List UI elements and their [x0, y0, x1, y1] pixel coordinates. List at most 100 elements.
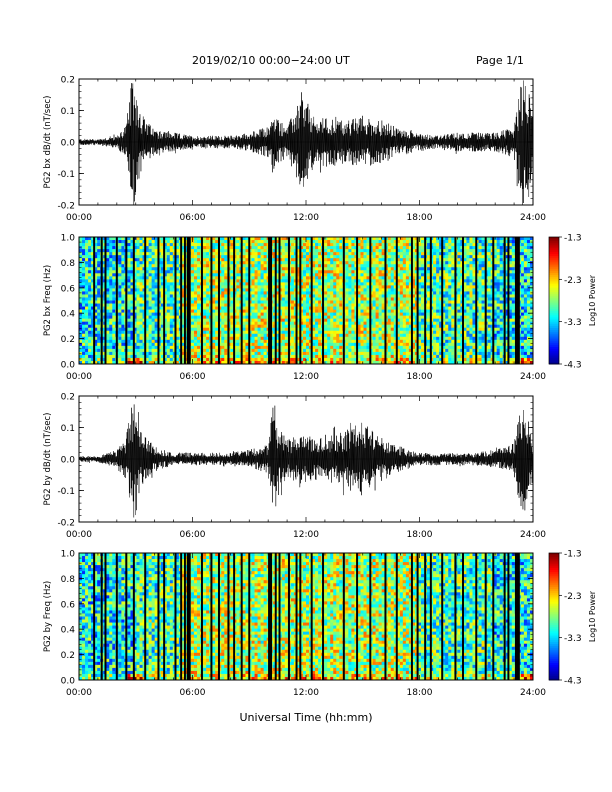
spectrogram-cell [302, 324, 307, 329]
spectrogram-cell [148, 264, 153, 268]
spectrogram-cell [360, 273, 364, 277]
spectrogram-cell [230, 252, 234, 256]
spectrogram-cell [206, 285, 210, 289]
spectrogram-cell [260, 255, 265, 259]
spectrogram-cell [390, 351, 395, 356]
spectrogram-cell [254, 360, 258, 365]
spectrogram-cell [166, 300, 171, 304]
spectrogram-cell [390, 327, 395, 332]
spectrogram-cell [399, 258, 404, 262]
spectrogram-cell [290, 279, 295, 283]
spectrogram-cell [387, 267, 392, 271]
spectrogram-cell [245, 357, 249, 362]
spectrogram-cell [327, 333, 331, 338]
spectrogram-cell [175, 321, 180, 326]
spectrogram-cell [372, 294, 377, 298]
spectrogram-cell [257, 300, 261, 304]
spectrogram-cell [284, 267, 289, 271]
spectrogram-cell [82, 309, 86, 313]
spectrogram-cell [339, 261, 343, 265]
spectrogram-cell [411, 252, 416, 256]
spectrogram-cell [109, 327, 113, 332]
spectrogram-cell [163, 252, 168, 256]
spectrogram-cell [393, 270, 398, 274]
spectrogram-cell [263, 240, 268, 244]
spectrogram-cell [290, 249, 295, 253]
spectrogram-cell [257, 327, 261, 332]
spectrogram-cell [381, 246, 386, 250]
spectrogram-cell [348, 321, 352, 326]
spectrogram-cell [160, 312, 165, 317]
spectrogram-cell [221, 345, 225, 350]
spectrogram-cell [112, 276, 116, 280]
spectrogram-cell [88, 357, 92, 362]
spectrogram-cell [154, 327, 159, 332]
spectrogram-cell [299, 255, 304, 259]
spectrogram-cell [148, 315, 153, 320]
spectrogram-cell [148, 288, 153, 292]
spectrogram-cell [272, 309, 277, 313]
spectrogram-cell [375, 324, 380, 329]
spectrogram-cell [242, 285, 246, 289]
spectrogram-cell [145, 288, 150, 292]
spectrogram-cell [91, 276, 95, 280]
spectrogram-cell [284, 252, 289, 256]
spectrogram-cell [163, 324, 168, 329]
spectrogram-cell [97, 324, 101, 329]
spectrogram-cell [302, 342, 307, 347]
spectrogram-cell [221, 288, 225, 292]
spectrogram-cell [230, 321, 234, 326]
spectrogram-cell [82, 240, 86, 244]
spectrogram-cell [242, 303, 246, 307]
spectrogram-cell [378, 339, 383, 344]
spectrogram-cell [290, 258, 295, 262]
spectrogram-cell [203, 258, 207, 262]
spectrogram-cell [130, 297, 134, 301]
spectrogram-cell [163, 342, 168, 347]
spectrogram-cell [375, 315, 380, 320]
spectrogram-cell [175, 285, 180, 289]
spectrogram-cell [399, 264, 404, 268]
spectrogram-cell [336, 273, 340, 277]
spectrogram-cell [375, 246, 380, 250]
spectrogram-cell [221, 315, 225, 320]
panel-1-series [78, 80, 534, 206]
spectrogram-cell [221, 279, 225, 283]
spectrogram-cell [387, 321, 392, 326]
spectrogram-cell [160, 246, 165, 250]
spectrogram-cell [381, 261, 386, 265]
spectrogram-cell [327, 348, 331, 353]
spectrogram-cell [396, 255, 401, 259]
spectrogram-cell [296, 282, 301, 286]
spectrogram-cell [169, 360, 174, 365]
spectrogram-cell [315, 300, 319, 304]
spectrogram-cell [306, 288, 310, 292]
spectrogram-cell [94, 336, 98, 341]
spectrogram-cell [112, 327, 116, 332]
spectrogram-cell [402, 342, 407, 347]
spectrogram-cell [315, 333, 319, 338]
spectrogram-cell [79, 279, 83, 283]
spectrogram-cell [88, 318, 92, 323]
spectrogram-cell [399, 333, 404, 338]
spectrogram-cell [224, 264, 228, 268]
spectrogram-cell [345, 261, 349, 265]
spectrogram-cell [375, 237, 380, 241]
spectrogram-cell [315, 321, 319, 326]
spectrogram-cell [281, 309, 286, 313]
spectrogram-cell [408, 333, 413, 338]
spectrogram-cell [387, 360, 392, 365]
spectrogram-cell [427, 288, 431, 292]
spectrogram-cell [245, 255, 249, 259]
spectrogram-cell [194, 306, 198, 310]
spectrogram-cell [299, 261, 304, 265]
spectrogram-cell [408, 255, 413, 259]
spectrogram-cell [169, 270, 174, 274]
spectrogram-cell [360, 288, 364, 292]
spectrogram-cell [85, 330, 89, 335]
spectrogram-cell [375, 258, 380, 262]
spectrogram-cell [118, 351, 122, 356]
spectrogram-cell [254, 276, 258, 280]
spectrogram-cell [121, 261, 125, 265]
spectrogram-cell [333, 297, 337, 301]
